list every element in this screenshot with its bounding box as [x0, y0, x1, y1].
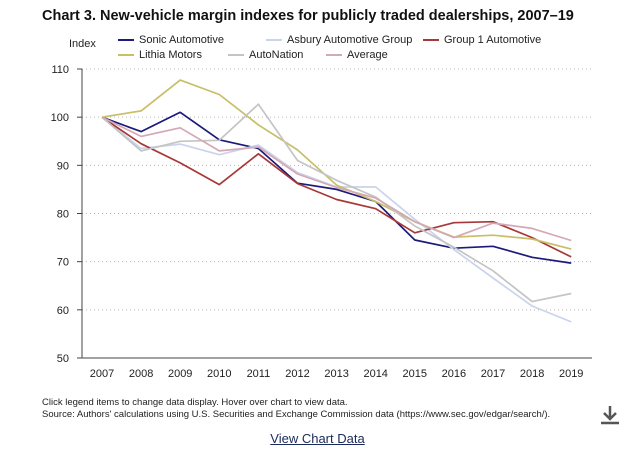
legend-item-group-1-automotive[interactable]: Group 1 Automotive — [423, 34, 541, 46]
legend-label: Average — [347, 49, 388, 61]
series-line-autonation — [101, 103, 572, 303]
x-tick-label: 2012 — [285, 368, 309, 380]
note-source: Source: Authors' calculations using U.S.… — [42, 409, 551, 420]
legend-label: Sonic Automotive — [139, 34, 224, 46]
chart-notes: Click legend items to change data displa… — [42, 397, 550, 421]
y-tick-label: 70 — [57, 257, 69, 269]
y-tick-label: 60 — [57, 305, 69, 317]
x-tick-label: 2019 — [559, 368, 583, 380]
x-tick-label: 2008 — [129, 368, 153, 380]
y-tick-label: 80 — [57, 209, 69, 221]
x-tick-label: 2013 — [324, 368, 348, 380]
legend-label: Group 1 Automotive — [444, 34, 542, 46]
x-tick-label: 2014 — [363, 368, 387, 380]
line-chart-plot[interactable]: 50 60 70 80 90 100 110 2007 2008 2009 2010 2011 2012… — [0, 0, 635, 395]
legend-item-lithia-motors[interactable]: Lithia Motors — [118, 49, 202, 61]
series-line-asbury-automotive-group — [101, 116, 572, 323]
legend-swatch — [118, 54, 134, 56]
legend-item-asbury-automotive-group[interactable]: Asbury Automotive Group — [266, 34, 412, 46]
view-chart-data-link[interactable]: View Chart Data — [270, 431, 365, 446]
x-tick-label: 2009 — [168, 368, 192, 380]
legend-item-autonation[interactable]: AutoNation — [228, 49, 303, 61]
chart-title: Chart 3. New-vehicle margin indexes for … — [42, 8, 574, 24]
view-chart-data: View Chart Data — [0, 430, 635, 448]
note-instructions: Click legend items to change data displa… — [42, 397, 348, 408]
legend-item-average[interactable]: Average — [326, 49, 388, 61]
legend-label: AutoNation — [249, 49, 304, 61]
x-tick-label: 2010 — [207, 368, 231, 380]
series-line-average — [101, 116, 572, 242]
y-axis-label: Index — [69, 38, 96, 50]
y-tick-label: 100 — [51, 112, 69, 124]
x-tick-label: 2018 — [520, 368, 544, 380]
x-tick-label: 2007 — [90, 368, 114, 380]
x-tick-label: 2011 — [247, 368, 271, 380]
legend-item-sonic-automotive[interactable]: Sonic Automotive — [118, 34, 224, 46]
series-line-sonic-automotive — [101, 111, 572, 264]
legend-swatch — [423, 39, 439, 41]
legend-swatch — [326, 54, 342, 56]
legend-swatch — [228, 54, 244, 56]
legend-swatch — [118, 39, 134, 41]
legend-label: Lithia Motors — [139, 49, 202, 61]
legend-label: Asbury Automotive Group — [287, 34, 413, 46]
series-line-group-1-automotive — [101, 116, 572, 258]
x-tick-label: 2016 — [442, 368, 466, 380]
y-tick-label: 50 — [57, 353, 69, 365]
y-tick-label: 90 — [57, 160, 69, 172]
y-tick-label: 110 — [51, 64, 69, 76]
legend-swatch — [266, 39, 282, 41]
series-line-lithia-motors — [101, 79, 572, 250]
x-tick-label: 2015 — [403, 368, 427, 380]
x-tick-label: 2017 — [481, 368, 505, 380]
download-icon[interactable] — [598, 404, 622, 426]
